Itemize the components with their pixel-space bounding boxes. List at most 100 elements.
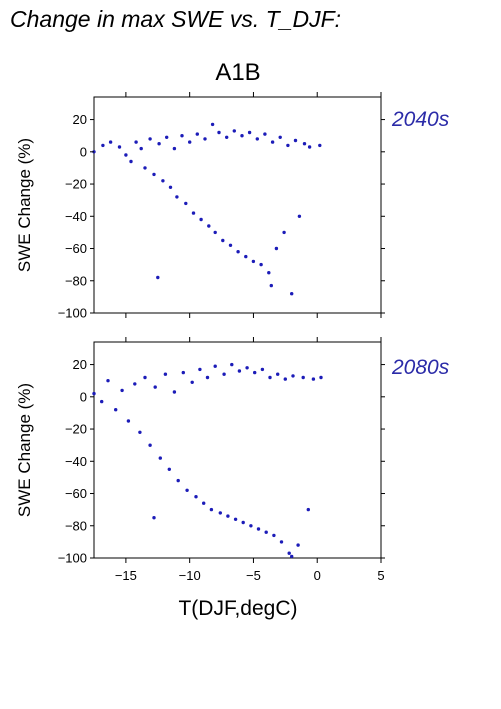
y-tick-label: −100 (58, 551, 87, 566)
scatter-point (124, 153, 128, 157)
scatter-point (269, 283, 273, 288)
scatter-point (230, 362, 234, 367)
scatter-point (245, 366, 249, 370)
scatter-point (148, 137, 152, 141)
y-axis-ticks: 20 0 −20 −40 −60 −80 −100 (58, 112, 385, 321)
scatter-point (276, 372, 280, 376)
scatter-point (167, 467, 171, 471)
scatter-point (143, 166, 147, 170)
scatter-point (237, 369, 242, 373)
y-axis-label: SWE Change (%) (15, 138, 34, 272)
plot-frame (93, 96, 382, 314)
y-tick-label: −40 (65, 209, 87, 224)
scatter-point (205, 375, 210, 380)
scatter-point (180, 134, 184, 138)
scatter-point (240, 134, 244, 138)
x-tick-label: −15 (115, 568, 137, 583)
scatter-panel-2040s: 20 0 −20 −40 −60 −80 −100 SWE Change (%) 2040s (15, 92, 450, 321)
scatter-point (120, 388, 124, 393)
scatter-point (217, 130, 221, 135)
y-tick-label: 0 (80, 144, 87, 159)
scatter-point (188, 140, 192, 144)
scatter-point (233, 517, 238, 521)
scatter-point (286, 143, 290, 148)
scatter-point (302, 142, 307, 146)
scatter-point (270, 140, 275, 144)
scatter-point (249, 524, 253, 528)
scatter-point (172, 390, 177, 394)
scatter-point (232, 129, 236, 133)
scatter-point (287, 551, 291, 555)
scatter-point (283, 377, 287, 381)
scatter-point (311, 377, 316, 381)
y-tick-label: −100 (58, 306, 87, 321)
y-axis-label: SWE Change (%) (15, 383, 34, 517)
scatter-point (218, 511, 222, 515)
y-axis-ticks: 20 0 −20 −40 −60 −80 −100 (58, 357, 385, 566)
scatter-point (255, 137, 259, 141)
y-tick-label: −80 (65, 518, 87, 533)
scatter-point (117, 145, 122, 149)
x-axis-label: T(DJF,degC) (178, 597, 297, 620)
scatter-point (293, 138, 298, 143)
scatter-point (301, 375, 305, 380)
scatter-point (264, 530, 268, 534)
x-tick-label: 5 (377, 568, 384, 583)
scatter-point (207, 224, 211, 228)
panel-label: 2080s (391, 356, 450, 379)
scatter-point (228, 243, 233, 247)
scatter-point (267, 271, 271, 275)
scatter-point (253, 370, 257, 375)
y-tick-label: −20 (65, 177, 87, 192)
y-tick-label: −20 (65, 422, 87, 437)
scatter-point (244, 254, 248, 259)
scatter-point (195, 132, 199, 136)
scatter-point (226, 514, 230, 518)
scatter-point (210, 122, 215, 127)
scatter-point (318, 143, 322, 148)
scatter-point (158, 456, 162, 460)
y-tick-label: −80 (65, 273, 87, 288)
scatter-point (291, 374, 295, 378)
scatter-point (241, 520, 245, 525)
scatter-point (306, 507, 310, 512)
scatter-point (100, 399, 104, 404)
scatter-point (290, 554, 294, 559)
scatter-point (148, 443, 152, 447)
y-tick-label: −60 (65, 241, 87, 256)
x-tick-label: 0 (314, 568, 321, 583)
scatter-point (152, 172, 156, 177)
scatter-point (191, 211, 196, 215)
scatter-point (259, 262, 263, 267)
scatter-point (108, 140, 113, 144)
x-axis-ticks: −15 −10 −5 0 5 (115, 337, 385, 583)
scatter-point (156, 275, 160, 280)
scatter-point (139, 146, 143, 151)
scatter-point (202, 501, 206, 505)
scatter-point (184, 201, 188, 206)
scatter-point (296, 543, 300, 547)
scatter-point (190, 380, 194, 384)
scatter-point (278, 135, 282, 139)
scatter-point (143, 375, 147, 380)
scatter-panel-2080s: 20 0 −20 −40 −60 −80 −100 −15 −10 −5 0 5 SWE Chang… (15, 337, 450, 583)
scatter-point (198, 367, 202, 372)
scatter-point (260, 367, 265, 372)
scatter-point (236, 250, 240, 254)
scatter-point (185, 488, 189, 492)
scatter-point (268, 375, 272, 380)
scatter-point (319, 375, 323, 380)
scatter-point (133, 382, 137, 386)
y-tick-label: 0 (80, 389, 87, 404)
scatter-point (203, 137, 207, 141)
scatter-point (282, 230, 286, 235)
scatter-point (157, 142, 161, 146)
y-tick-label: −60 (65, 486, 87, 501)
scatter-point (138, 430, 142, 434)
scatter-point (199, 217, 203, 222)
figure-suptitle: Change in max SWE vs. T_DJF: (10, 6, 341, 32)
x-tick-label: −10 (179, 568, 201, 583)
scatter-point (222, 372, 226, 376)
y-tick-label: 20 (73, 357, 87, 372)
scatter-point (256, 527, 261, 531)
